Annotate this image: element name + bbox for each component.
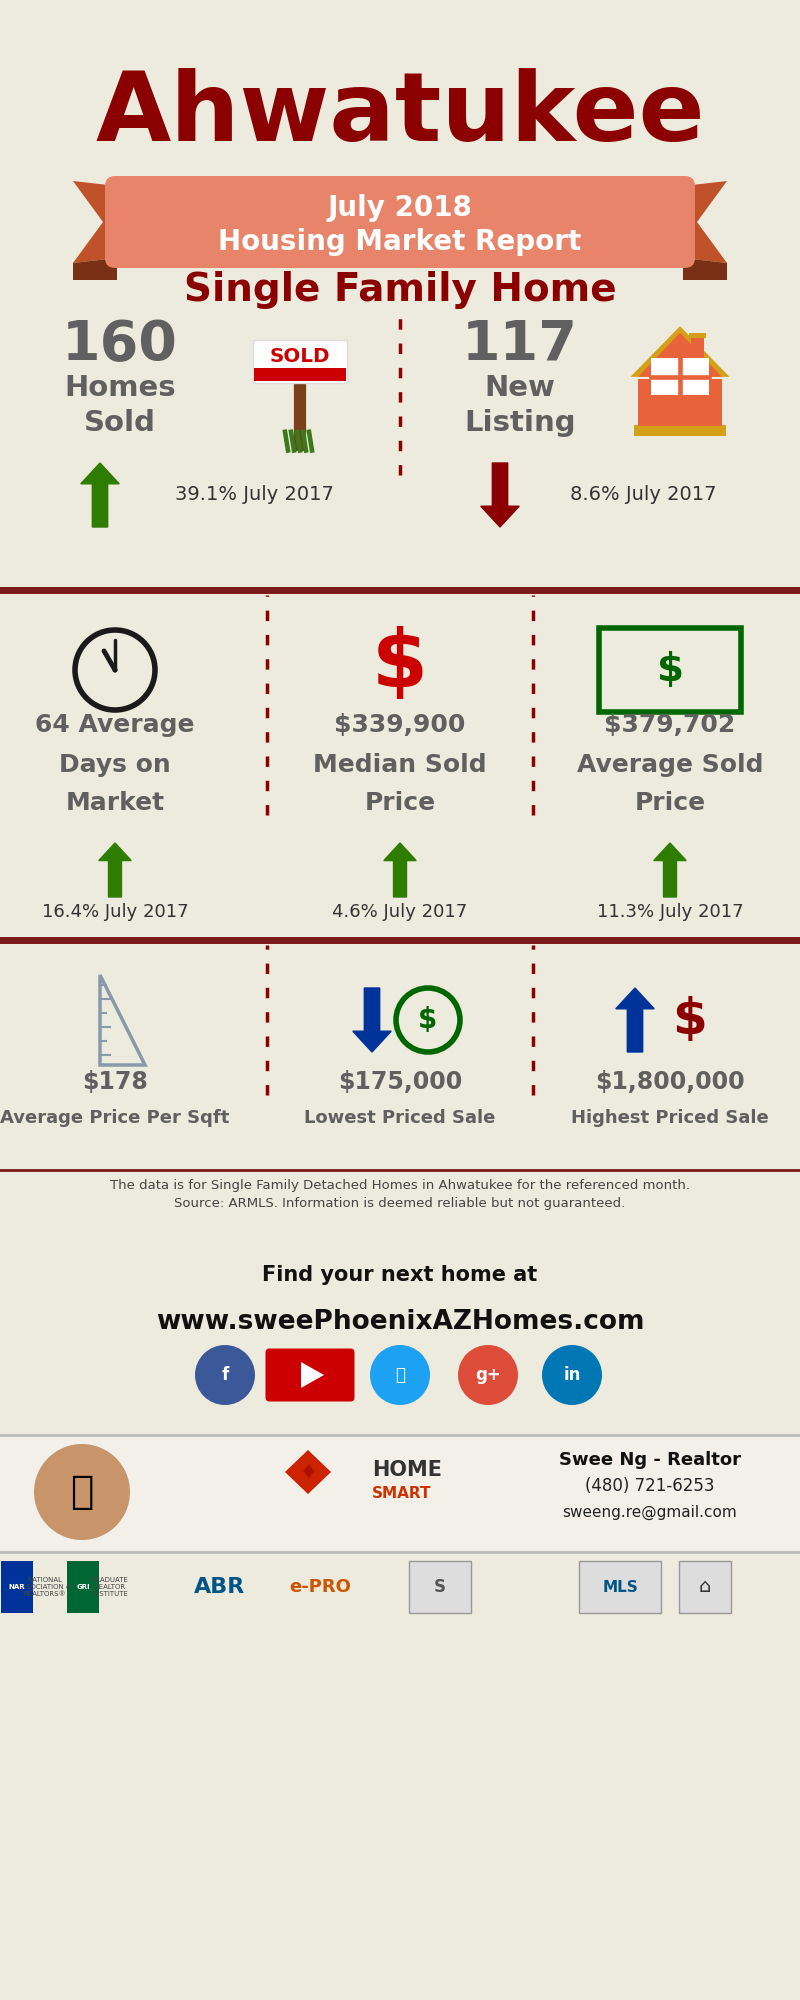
Text: NATIONAL
ASSOCIATION of
REALTORS®: NATIONAL ASSOCIATION of REALTORS® <box>17 1576 73 1598</box>
Text: GRI: GRI <box>76 1584 90 1590</box>
Text: S: S <box>434 1578 446 1596</box>
Text: Ahwatukee: Ahwatukee <box>95 68 705 162</box>
Text: MLS: MLS <box>602 1580 638 1594</box>
Polygon shape <box>98 844 131 896</box>
Polygon shape <box>481 464 519 526</box>
FancyBboxPatch shape <box>634 426 726 436</box>
Text: $339,900: $339,900 <box>334 714 466 736</box>
Polygon shape <box>73 258 117 280</box>
Text: ♦: ♦ <box>299 1462 317 1482</box>
Polygon shape <box>630 326 730 376</box>
FancyBboxPatch shape <box>679 1560 731 1612</box>
Text: SMART: SMART <box>372 1486 431 1500</box>
Text: $178: $178 <box>82 1070 148 1094</box>
Polygon shape <box>616 988 654 1052</box>
Text: ABR: ABR <box>194 1576 246 1596</box>
Text: Homes: Homes <box>64 374 176 402</box>
Text: in: in <box>563 1366 581 1384</box>
Text: New: New <box>485 374 555 402</box>
FancyBboxPatch shape <box>1 1560 33 1612</box>
Text: Median Sold: Median Sold <box>313 752 487 776</box>
Polygon shape <box>81 464 119 526</box>
Text: sweeng.re@gmail.com: sweeng.re@gmail.com <box>562 1504 738 1520</box>
Text: Price: Price <box>365 790 435 816</box>
Text: ⌂: ⌂ <box>699 1578 711 1596</box>
Text: Days on: Days on <box>59 752 171 776</box>
Text: SOLD: SOLD <box>270 346 330 366</box>
Polygon shape <box>683 180 727 262</box>
Polygon shape <box>683 258 727 280</box>
Text: Lowest Priced Sale: Lowest Priced Sale <box>304 1108 496 1128</box>
FancyBboxPatch shape <box>254 368 346 382</box>
Text: Price: Price <box>634 790 706 816</box>
Text: Find your next home at: Find your next home at <box>262 1266 538 1286</box>
FancyBboxPatch shape <box>689 332 706 338</box>
Text: 39.1% July 2017: 39.1% July 2017 <box>175 486 334 504</box>
FancyBboxPatch shape <box>579 1560 661 1612</box>
Text: Single Family Home: Single Family Home <box>184 270 616 308</box>
Text: e-PRO: e-PRO <box>289 1578 351 1596</box>
FancyBboxPatch shape <box>105 176 695 268</box>
FancyBboxPatch shape <box>409 1560 471 1612</box>
FancyBboxPatch shape <box>638 380 722 426</box>
Polygon shape <box>654 844 686 896</box>
Circle shape <box>195 1344 255 1404</box>
Text: 117: 117 <box>462 318 578 372</box>
Text: Average Price Per Sqft: Average Price Per Sqft <box>0 1108 230 1128</box>
Text: Sold: Sold <box>84 410 156 438</box>
Text: 11.3% July 2017: 11.3% July 2017 <box>597 904 743 920</box>
Text: Market: Market <box>66 790 165 816</box>
Circle shape <box>542 1344 602 1404</box>
Text: $: $ <box>657 652 683 688</box>
FancyBboxPatch shape <box>67 1560 99 1612</box>
Text: July 2018: July 2018 <box>327 194 473 222</box>
Text: 👤: 👤 <box>70 1472 94 1512</box>
FancyBboxPatch shape <box>0 1436 800 1550</box>
FancyBboxPatch shape <box>0 1620 800 2000</box>
Text: $175,000: $175,000 <box>338 1070 462 1094</box>
Text: Swee Ng - Realtor: Swee Ng - Realtor <box>559 1452 741 1468</box>
Text: $1,800,000: $1,800,000 <box>595 1070 745 1094</box>
Circle shape <box>34 1444 130 1540</box>
Text: Listing: Listing <box>464 410 576 438</box>
Polygon shape <box>73 180 117 262</box>
FancyBboxPatch shape <box>253 340 347 384</box>
Text: 🐦: 🐦 <box>395 1366 405 1384</box>
Polygon shape <box>353 988 391 1052</box>
Text: (480) 721-6253: (480) 721-6253 <box>586 1476 714 1496</box>
Polygon shape <box>285 1450 331 1494</box>
Text: www.sweePhoenixAZHomes.com: www.sweePhoenixAZHomes.com <box>156 1308 644 1336</box>
Text: GRADUATE
REALTOR
INSTITUTE: GRADUATE REALTOR INSTITUTE <box>91 1576 129 1598</box>
Circle shape <box>458 1344 518 1404</box>
Polygon shape <box>301 1362 324 1388</box>
Text: 4.6% July 2017: 4.6% July 2017 <box>332 904 468 920</box>
Text: HOME: HOME <box>372 1460 442 1480</box>
Text: 160: 160 <box>62 318 178 372</box>
FancyBboxPatch shape <box>691 334 704 360</box>
Text: $: $ <box>418 1006 438 1034</box>
Polygon shape <box>638 332 722 376</box>
Text: Housing Market Report: Housing Market Report <box>218 228 582 256</box>
Text: $: $ <box>673 996 707 1044</box>
Text: 8.6% July 2017: 8.6% July 2017 <box>570 486 717 504</box>
FancyBboxPatch shape <box>651 358 709 396</box>
Text: The data is for Single Family Detached Homes in Ahwatukee for the referenced mon: The data is for Single Family Detached H… <box>110 1180 690 1210</box>
Text: 16.4% July 2017: 16.4% July 2017 <box>42 904 188 920</box>
Polygon shape <box>384 844 416 896</box>
Text: f: f <box>222 1366 229 1384</box>
Text: Average Sold: Average Sold <box>577 752 763 776</box>
Text: g+: g+ <box>475 1366 501 1384</box>
Circle shape <box>370 1344 430 1404</box>
FancyBboxPatch shape <box>0 1554 800 1620</box>
FancyBboxPatch shape <box>266 1348 354 1402</box>
Text: 64 Average: 64 Average <box>35 714 194 736</box>
Text: $: $ <box>372 626 428 704</box>
Text: Highest Priced Sale: Highest Priced Sale <box>571 1108 769 1128</box>
Circle shape <box>113 668 118 672</box>
Text: $379,702: $379,702 <box>604 714 736 736</box>
Text: NAR: NAR <box>9 1584 26 1590</box>
